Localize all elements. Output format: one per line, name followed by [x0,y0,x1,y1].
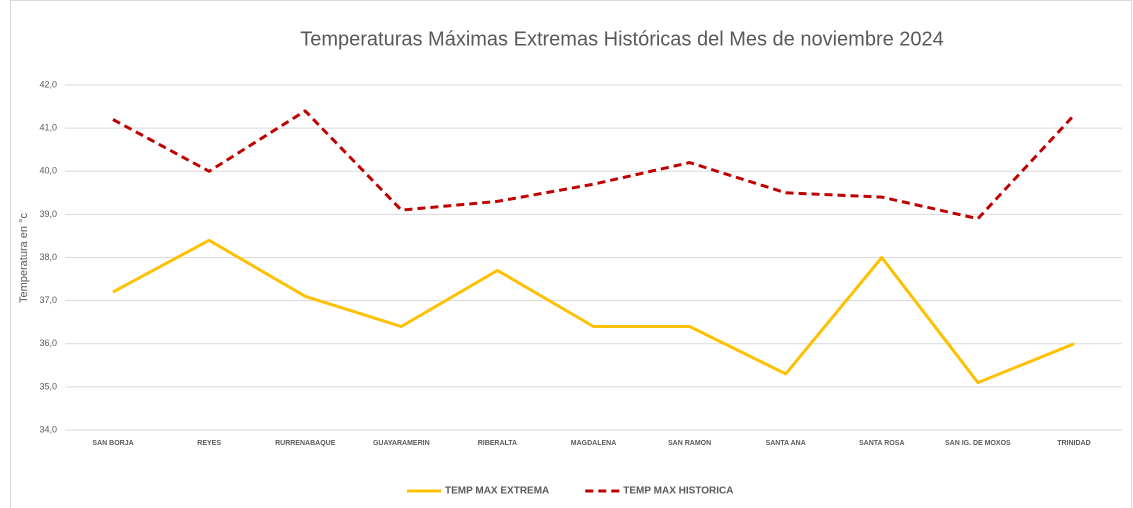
y-tick-label: 41,0 [39,123,57,133]
x-tick-label: MAGDALENA [571,440,617,447]
x-tick-label: REYES [197,440,221,447]
y-tick-label: 37,0 [39,295,57,305]
y-tick-label: 36,0 [39,338,57,348]
x-tick-label: RIBERALTA [478,440,517,447]
y-axis-label: Temperatura en °c [18,213,30,303]
y-tick-label: 39,0 [39,209,57,219]
x-tick-label: SAN IG. DE MOXOS [945,440,1011,447]
y-tick-label: 38,0 [39,252,57,262]
series-line [112,238,1075,385]
chart-frame [10,0,1132,508]
x-tick-label: SAN RAMON [668,440,711,447]
x-tick-label: SANTA ANA [766,440,806,447]
y-tick-label: 40,0 [39,166,57,176]
x-tick-label: GUAYARAMERIN [373,440,430,447]
chart-title: Temperaturas Máximas Extremas Históricas… [300,28,944,50]
x-tick-label: SAN BORJA [92,440,133,447]
y-tick-label: 35,0 [39,381,57,391]
legend-label: TEMP MAX EXTREMA [445,486,549,497]
series-line [112,109,1076,221]
x-tick-label: RURRENABAQUE [275,440,336,447]
y-tick-label: 34,0 [39,424,57,434]
legend-label: TEMP MAX HISTORICA [623,486,733,497]
x-tick-label: TRINIDAD [1057,440,1090,447]
x-tick-label: SANTA ROSA [859,440,905,447]
y-tick-label: 42,0 [39,79,57,89]
